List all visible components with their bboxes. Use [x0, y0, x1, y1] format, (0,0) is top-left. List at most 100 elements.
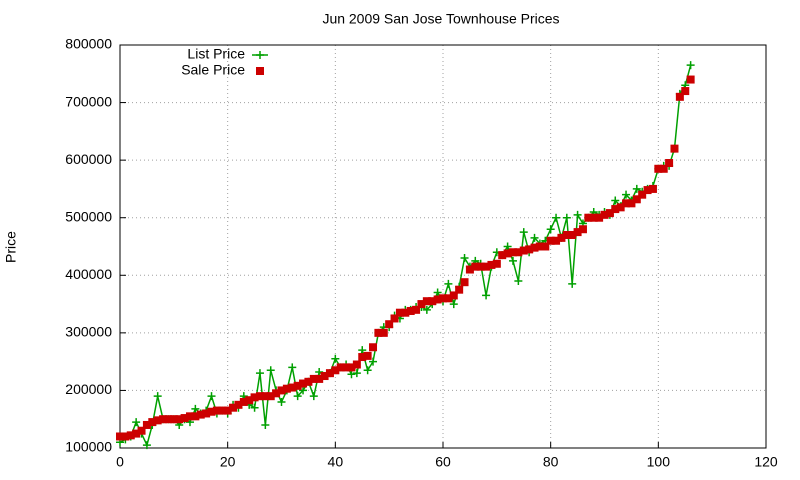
marker	[142, 420, 151, 429]
marker	[514, 277, 523, 286]
marker	[191, 412, 200, 421]
marker	[164, 415, 173, 424]
marker	[185, 412, 194, 421]
marker	[315, 374, 324, 383]
marker	[552, 236, 561, 245]
marker	[444, 294, 453, 303]
marker	[519, 246, 528, 255]
marker	[142, 441, 151, 450]
marker	[562, 230, 571, 239]
marker	[675, 92, 684, 101]
marker	[568, 230, 577, 239]
x-tick-label: 20	[220, 454, 236, 470]
marker	[299, 379, 308, 388]
marker	[686, 75, 695, 84]
marker	[686, 61, 695, 70]
marker	[196, 410, 205, 419]
marker	[562, 213, 571, 222]
marker	[266, 392, 275, 401]
marker	[121, 432, 130, 441]
marker	[363, 366, 372, 375]
marker	[304, 377, 313, 386]
marker	[282, 384, 291, 393]
marker	[331, 354, 340, 363]
marker	[315, 368, 324, 377]
marker	[665, 159, 674, 168]
marker	[352, 360, 361, 369]
marker	[627, 199, 636, 208]
marker	[347, 370, 356, 379]
chart-title: Jun 2009 San Jose Townhouse Prices	[322, 11, 559, 27]
marker	[277, 397, 286, 406]
marker	[207, 407, 216, 416]
marker	[600, 210, 609, 219]
marker	[568, 279, 577, 288]
marker	[309, 392, 318, 401]
marker	[460, 254, 469, 263]
marker	[309, 374, 318, 383]
marker	[207, 392, 216, 401]
marker	[552, 213, 561, 222]
y-tick-label: 500000	[65, 208, 112, 224]
marker	[261, 392, 270, 401]
series-line	[119, 64, 692, 448]
x-tick-label: 60	[435, 454, 451, 470]
marker	[632, 184, 641, 193]
marker	[611, 196, 620, 205]
marker	[255, 392, 264, 401]
marker	[153, 392, 162, 401]
marker	[153, 416, 162, 425]
marker	[347, 363, 356, 372]
marker	[126, 431, 135, 440]
marker	[250, 403, 259, 412]
marker	[175, 415, 184, 424]
marker	[455, 285, 464, 294]
marker	[595, 213, 604, 222]
y-axis-label: Price	[3, 231, 19, 263]
marker	[487, 260, 496, 269]
y-tick-label: 700000	[65, 93, 112, 109]
marker	[460, 278, 469, 287]
marker	[325, 369, 334, 378]
marker	[573, 210, 582, 219]
marker	[482, 262, 491, 271]
x-tick-label: 120	[754, 454, 778, 470]
x-tick-label: 80	[543, 454, 559, 470]
marker	[369, 357, 378, 366]
marker	[471, 262, 480, 271]
marker	[605, 209, 614, 218]
y-tick-label: 800000	[65, 36, 112, 52]
marker	[266, 366, 275, 375]
x-tick-label: 100	[647, 454, 671, 470]
marker	[342, 363, 351, 372]
legend-marker	[256, 67, 264, 75]
marker	[648, 184, 657, 193]
marker	[299, 386, 308, 395]
marker	[541, 242, 550, 251]
marker	[546, 236, 555, 245]
marker	[148, 418, 157, 427]
marker	[293, 392, 302, 401]
legend-label: List Price	[187, 46, 245, 62]
marker	[379, 328, 388, 337]
marker	[632, 195, 641, 204]
marker	[239, 397, 248, 406]
marker	[476, 262, 485, 271]
marker	[363, 351, 372, 360]
marker	[288, 383, 297, 392]
marker	[331, 366, 340, 375]
marker	[229, 403, 238, 412]
marker	[261, 420, 270, 429]
marker	[293, 381, 302, 390]
marker	[433, 295, 442, 304]
marker	[519, 228, 528, 237]
marker	[395, 308, 404, 317]
marker	[503, 242, 512, 251]
marker	[255, 369, 264, 378]
marker	[573, 228, 582, 237]
marker	[132, 429, 141, 438]
marker	[401, 308, 410, 317]
marker	[422, 305, 431, 314]
marker	[659, 164, 668, 173]
marker	[417, 300, 426, 309]
